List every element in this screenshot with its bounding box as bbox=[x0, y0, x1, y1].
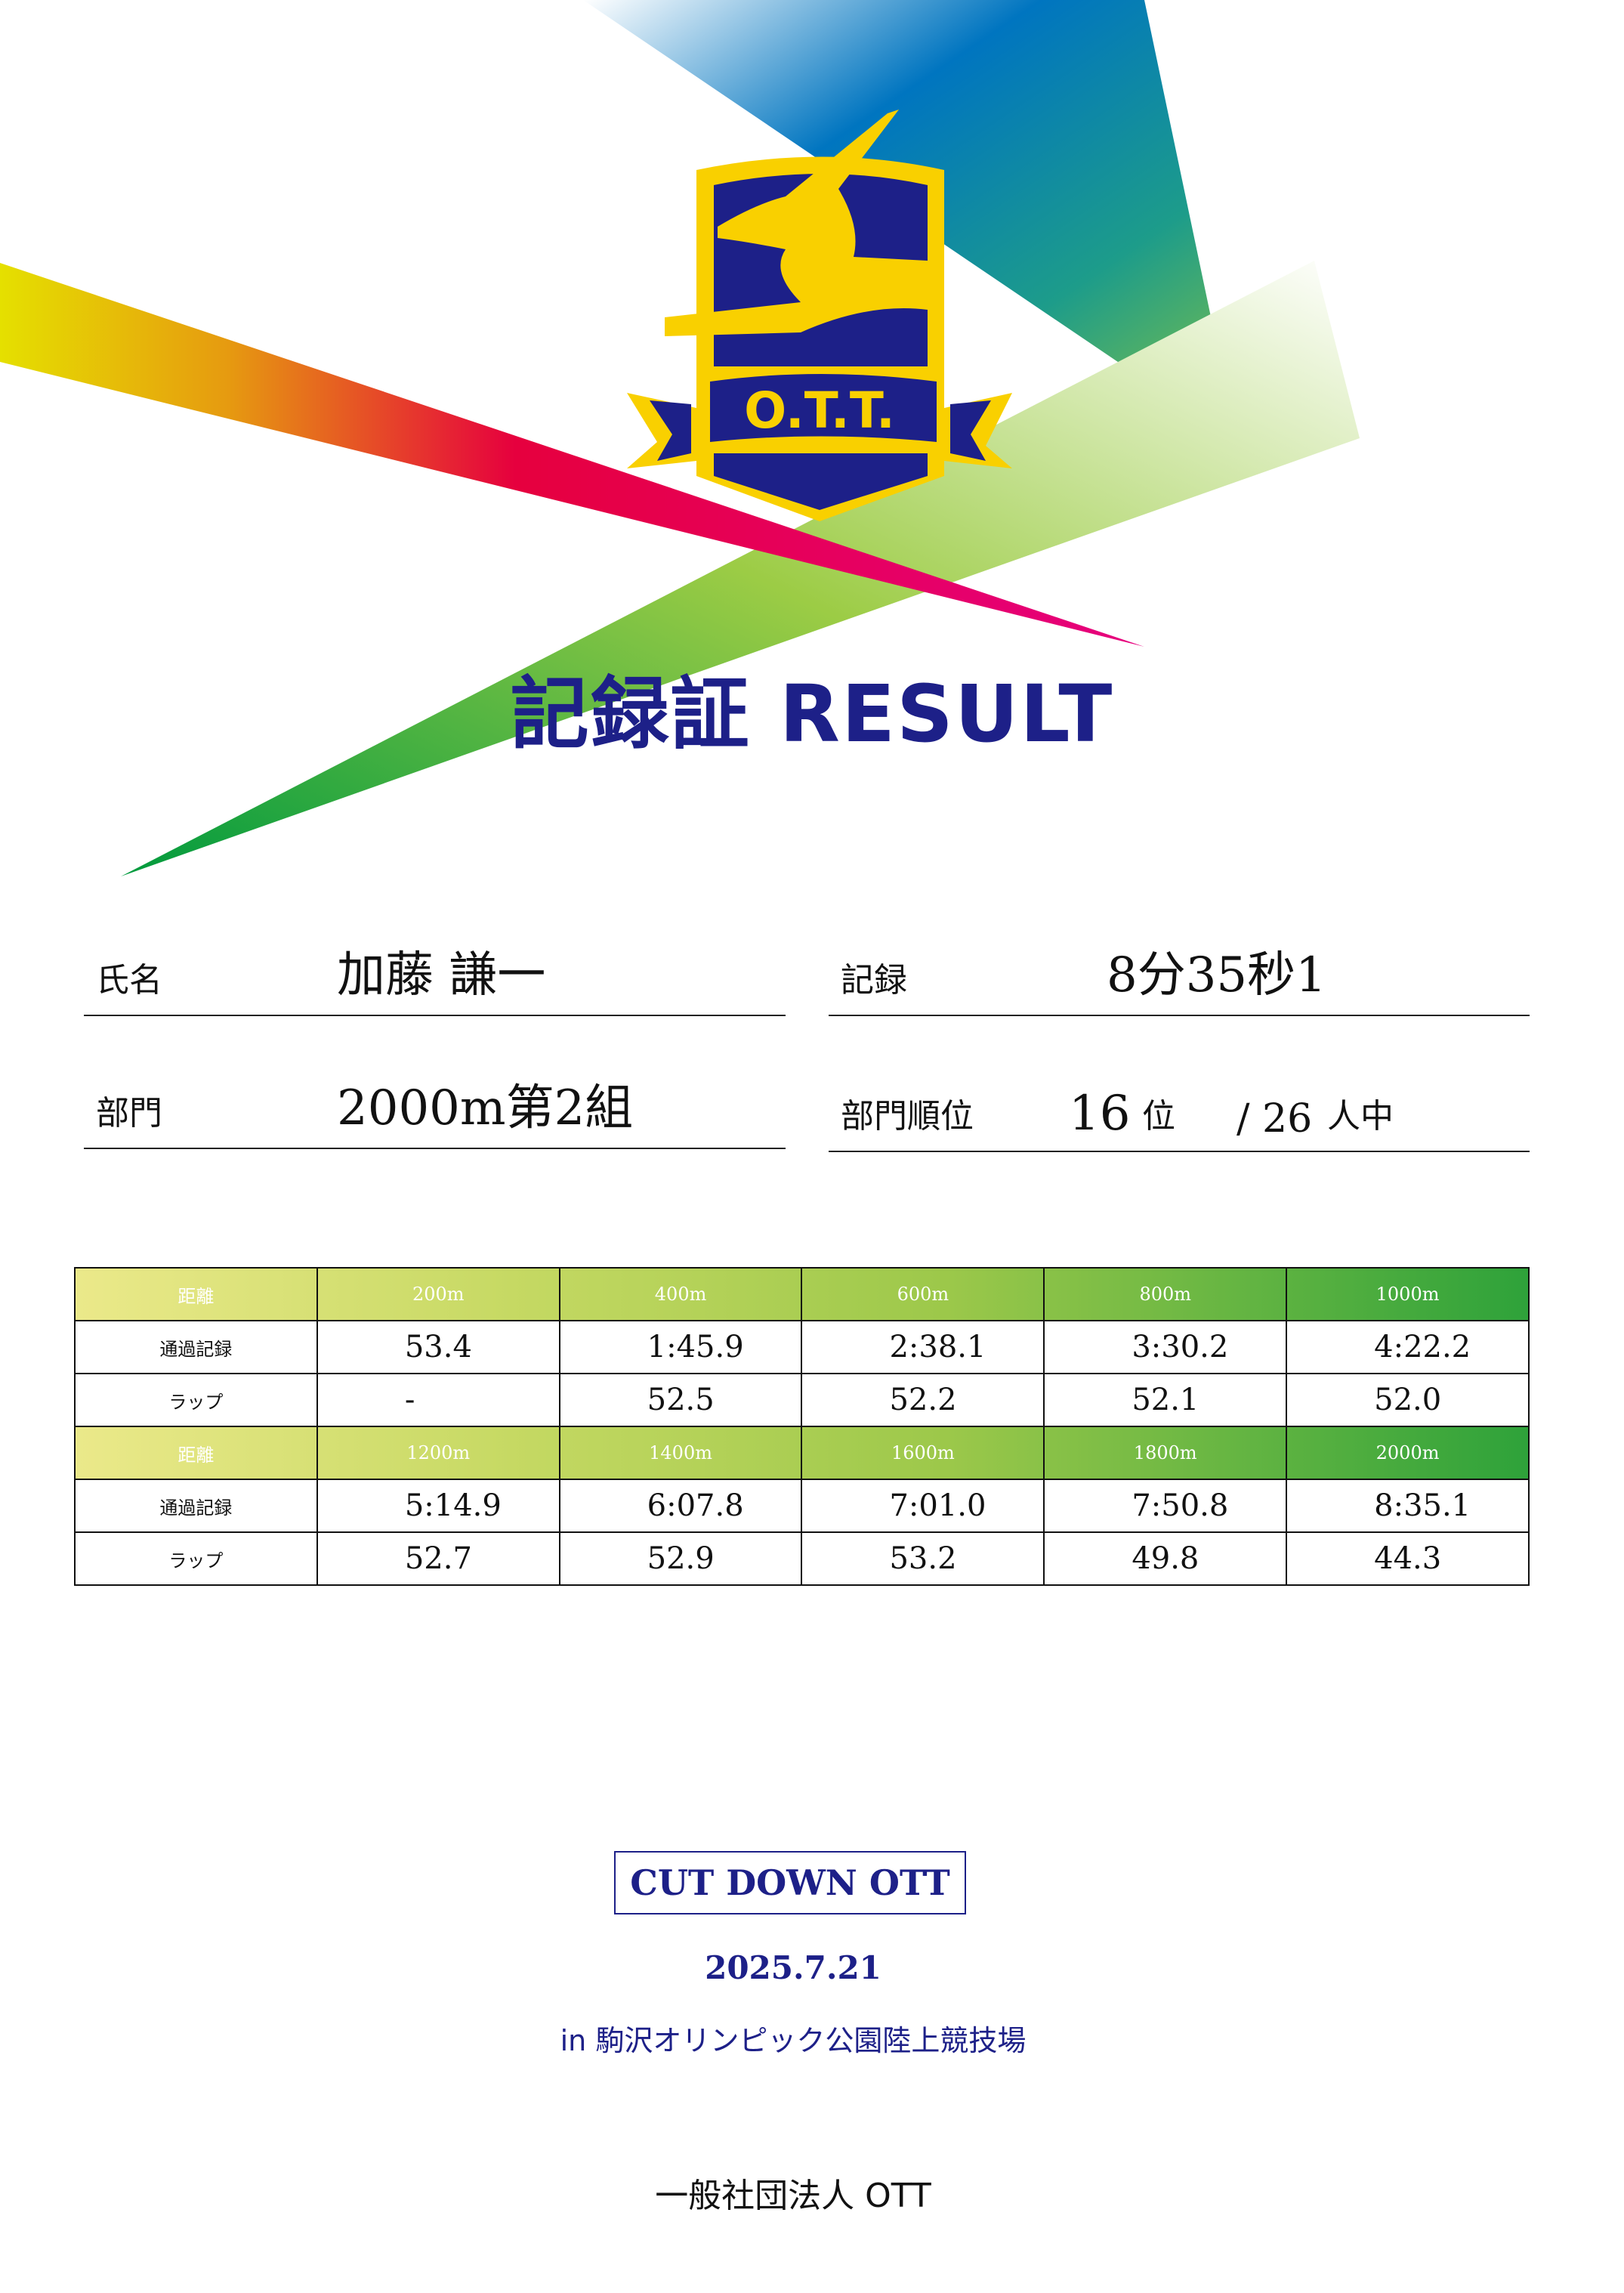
passing-cell: 53.4 bbox=[316, 1320, 560, 1374]
splits-table: 距離 200m 400m 600m 800m 1000m 通過記録 53.4 1:45.9 2:3… bbox=[74, 1267, 1530, 1586]
lap-cell: 52.2 bbox=[801, 1373, 1045, 1427]
lap-cell: 52.0 bbox=[1286, 1373, 1530, 1427]
passing-cell: 5:14.9 bbox=[316, 1479, 560, 1533]
distance-row: 距離 200m 400m 600m 800m 1000m bbox=[74, 1267, 1530, 1321]
distance-cell: 1800m bbox=[1043, 1426, 1288, 1480]
passing-cell: 6:07.8 bbox=[558, 1479, 803, 1533]
event-venue: in 駒沢オリンピック公園陸上競技場 bbox=[560, 2024, 1027, 2057]
name-value: 加藤 謙一 bbox=[337, 947, 546, 1003]
division-value: 2000m第2組 bbox=[337, 1080, 634, 1136]
lap-row: ラップ -52.5 52.2 52.1 52.0 bbox=[74, 1373, 1530, 1427]
lap-cell: 49.8 bbox=[1043, 1531, 1288, 1586]
record-value: 8分35秒1 bbox=[1107, 947, 1326, 1003]
antelope-icon bbox=[665, 110, 928, 336]
division-label: 部門 bbox=[96, 1094, 162, 1133]
logo-text: O.T.T. bbox=[744, 382, 895, 440]
event-name: CUT DOWN OTT bbox=[614, 1851, 966, 1914]
rank-label: 部門順位 bbox=[841, 1097, 974, 1136]
distance-cell: 800m bbox=[1043, 1267, 1288, 1321]
rank-value: 16 bbox=[1069, 1086, 1131, 1142]
lap-label: ラップ bbox=[74, 1373, 318, 1427]
total-value: / 26 bbox=[1237, 1096, 1313, 1142]
passing-cell: 3:30.2 bbox=[1043, 1320, 1288, 1374]
lap-cell: 52.1 bbox=[1043, 1373, 1288, 1427]
passing-row: 通過記録 5:14.9 6:07.8 7:01.0 7:50.8 8:35.1 bbox=[74, 1479, 1530, 1533]
record-field: 記録 8分35秒1 bbox=[829, 932, 1530, 1016]
division-field: 部門 2000m第2組 bbox=[84, 1065, 786, 1149]
passing-cell: 2:38.1 bbox=[801, 1320, 1045, 1374]
distance-cell: 1000m bbox=[1286, 1267, 1530, 1321]
distance-row: 距離 1200m 1400m 1600m 1800m 2000m bbox=[74, 1426, 1530, 1480]
lap-cell: 52.9 bbox=[558, 1531, 803, 1586]
lap-row: ラップ 52.7 52.9 53.2 49.8 44.3 bbox=[74, 1531, 1530, 1586]
passing-cell: 8:35.1 bbox=[1286, 1479, 1530, 1533]
lap-label: ラップ bbox=[74, 1531, 318, 1586]
passing-row: 通過記録 53.4 1:45.9 2:38.1 3:30.2 4:22.2 bbox=[74, 1320, 1530, 1374]
ott-logo: O.T.T. bbox=[627, 110, 1012, 521]
rainbow-band bbox=[0, 263, 1144, 647]
distance-label: 距離 bbox=[74, 1426, 318, 1480]
lap-cell: 53.2 bbox=[801, 1531, 1045, 1586]
distance-cell: 600m bbox=[801, 1267, 1045, 1321]
lap-cell: 52.5 bbox=[558, 1373, 803, 1427]
distance-cell: 400m bbox=[558, 1267, 803, 1321]
distance-cell: 1600m bbox=[801, 1426, 1045, 1480]
green-wedge bbox=[121, 261, 1360, 876]
event-date: 2025.7.21 bbox=[705, 1949, 881, 1986]
organizer: 一般社団法人 OTT bbox=[655, 2177, 931, 2215]
distance-cell: 1200m bbox=[316, 1426, 560, 1480]
lap-cell: - bbox=[316, 1373, 560, 1427]
distance-label: 距離 bbox=[74, 1267, 318, 1321]
distance-cell: 200m bbox=[316, 1267, 560, 1321]
name-label: 氏名 bbox=[96, 961, 162, 1000]
record-label: 記録 bbox=[841, 961, 907, 1000]
passing-cell: 1:45.9 bbox=[558, 1320, 803, 1374]
page-title: 記録証 RESULT bbox=[510, 668, 1114, 760]
name-field: 氏名 加藤 謙一 bbox=[84, 932, 786, 1016]
passing-label: 通過記録 bbox=[74, 1320, 318, 1374]
passing-cell: 7:01.0 bbox=[801, 1479, 1045, 1533]
passing-cell: 7:50.8 bbox=[1043, 1479, 1288, 1533]
rank-unit: 位 bbox=[1142, 1097, 1175, 1136]
rank-field: 部門順位 16 位 / 26 人中 bbox=[829, 1068, 1530, 1152]
total-unit: 人中 bbox=[1327, 1097, 1394, 1136]
passing-label: 通過記録 bbox=[74, 1479, 318, 1533]
distance-cell: 2000m bbox=[1286, 1426, 1530, 1480]
lap-cell: 52.7 bbox=[316, 1531, 560, 1586]
distance-cell: 1400m bbox=[558, 1426, 803, 1480]
lap-cell: 44.3 bbox=[1286, 1531, 1530, 1586]
passing-cell: 4:22.2 bbox=[1286, 1320, 1530, 1374]
